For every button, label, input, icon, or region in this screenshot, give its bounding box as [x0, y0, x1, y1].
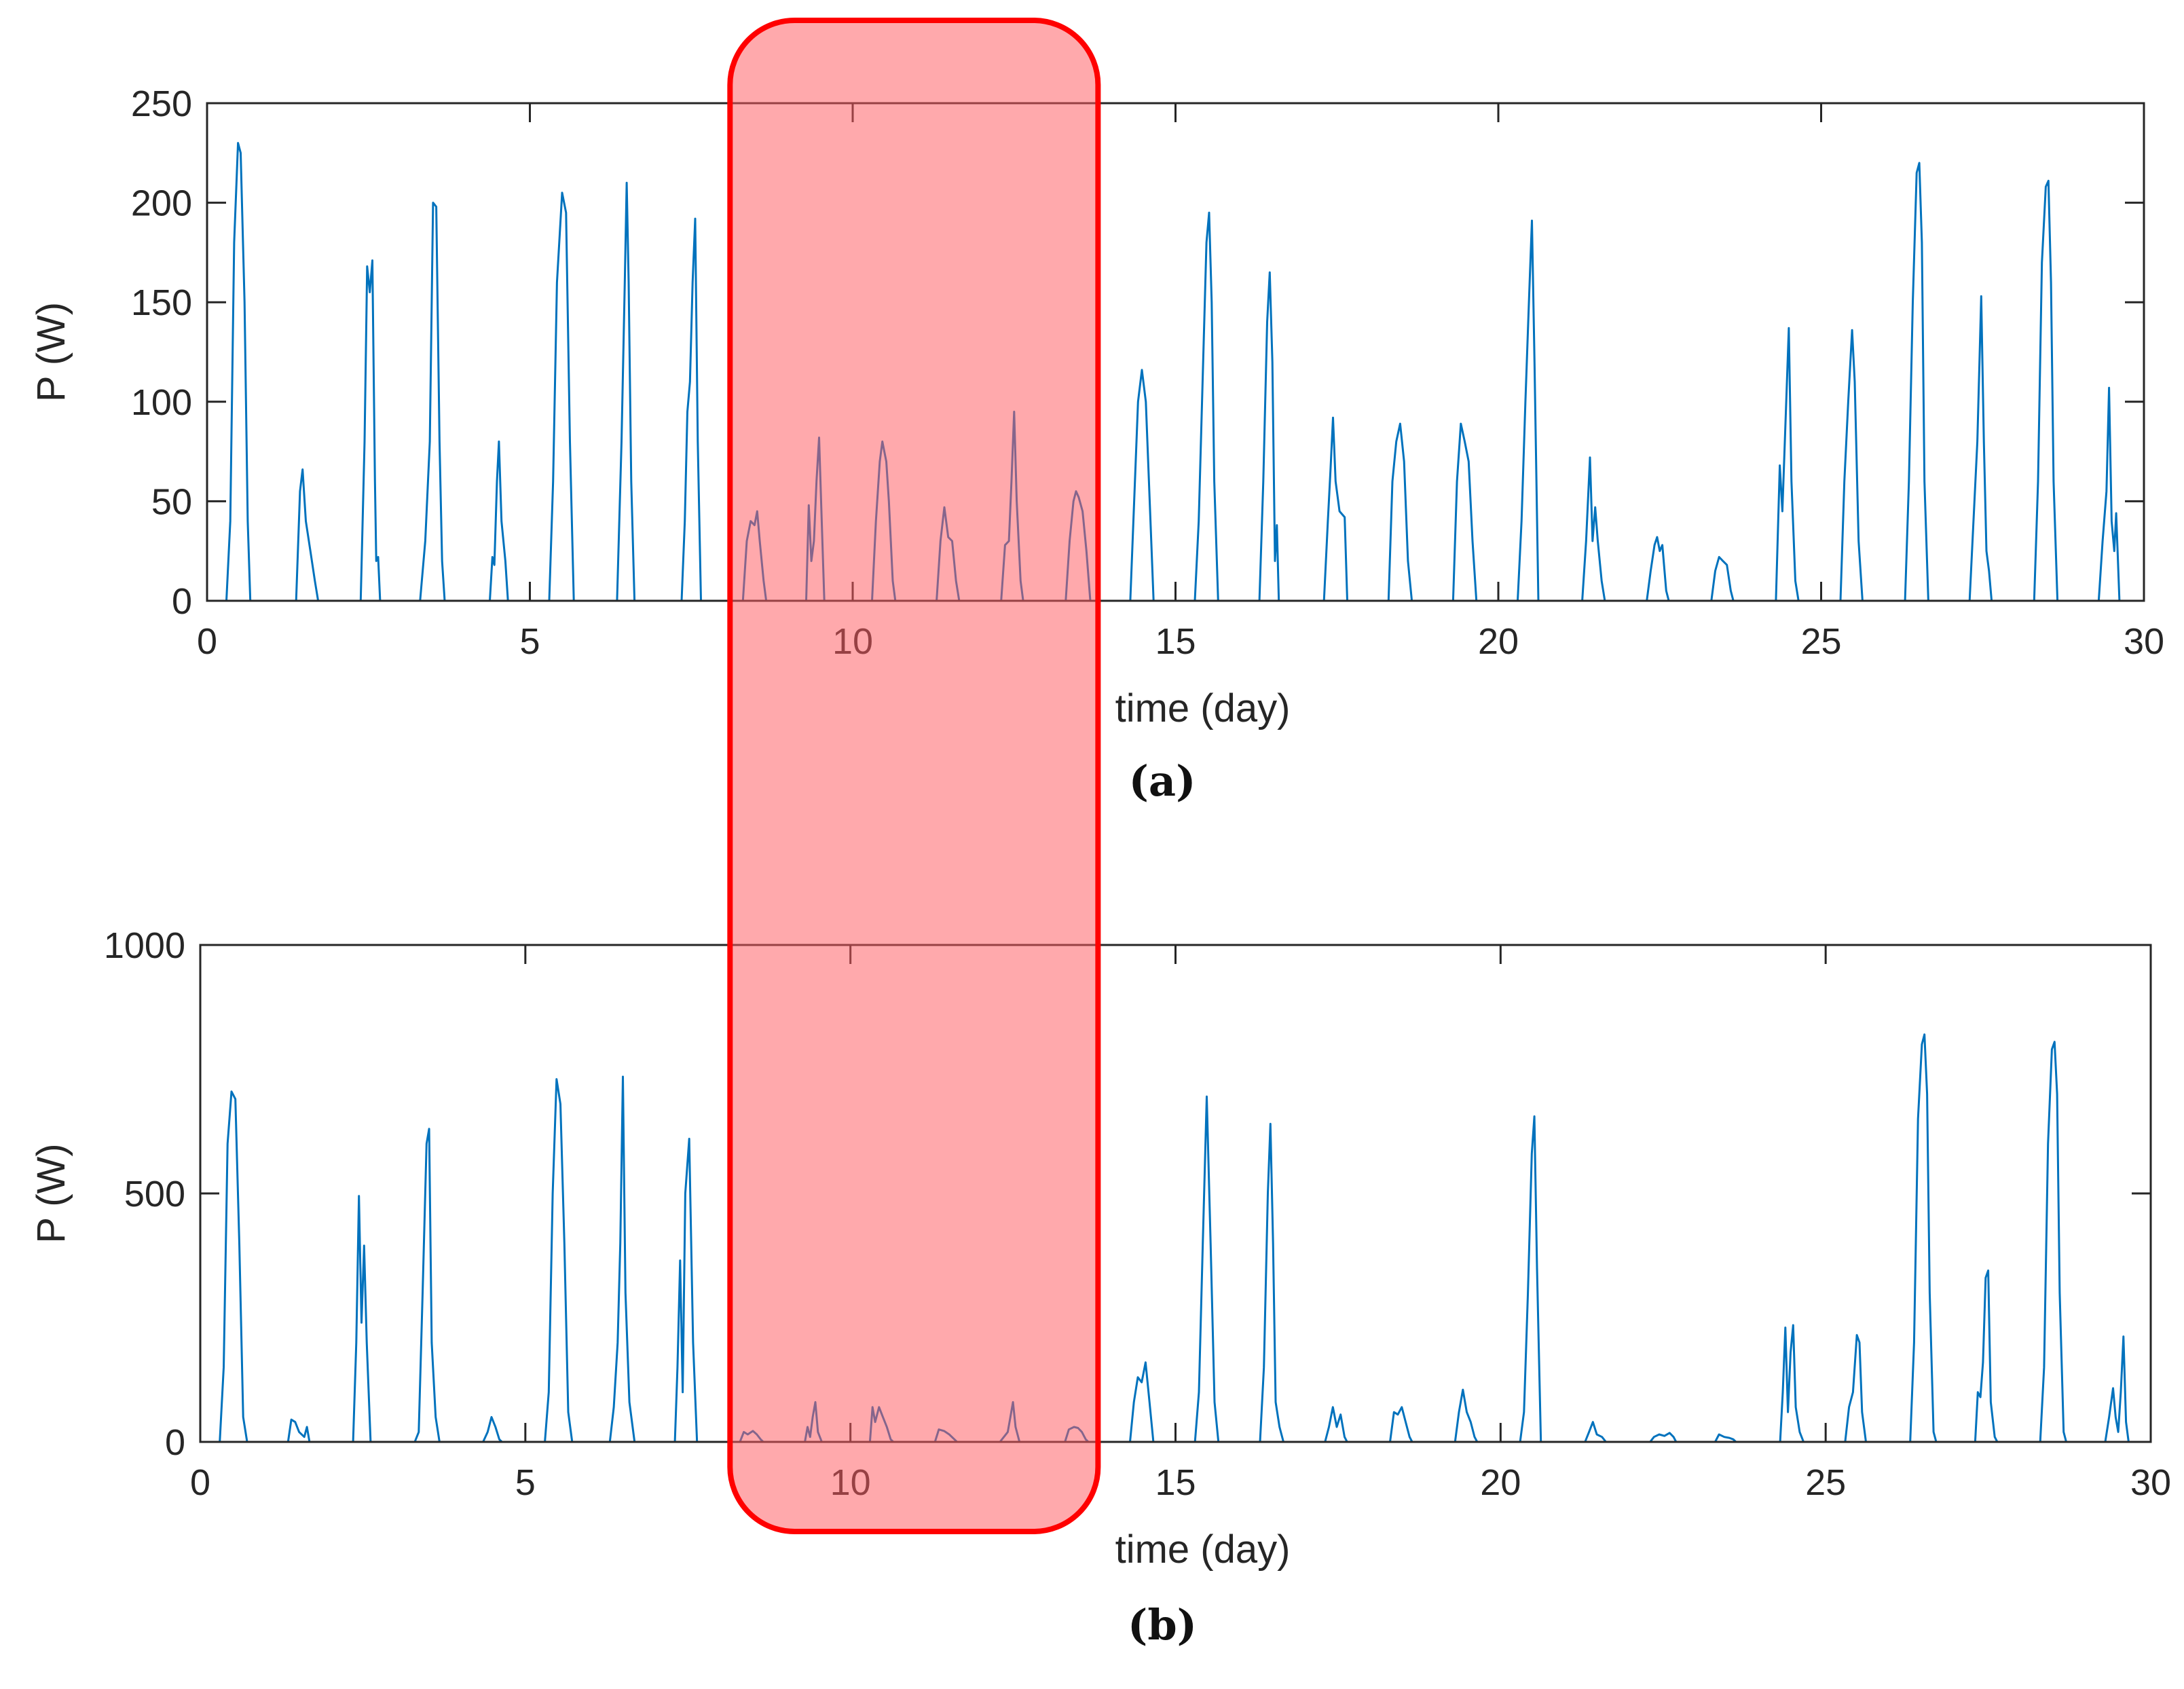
x-axis-label: time (day) [1115, 686, 1291, 730]
x-tick-label: 0 [190, 1462, 210, 1503]
panel-b: 05101520253005001000time (day)P (W) [29, 925, 2171, 1572]
y-tick-label: 200 [131, 183, 192, 224]
y-tick-label: 0 [165, 1422, 185, 1463]
y-tick-label: 500 [124, 1174, 185, 1214]
x-tick-label: 30 [2130, 1462, 2171, 1503]
x-tick-label: 5 [519, 621, 540, 662]
x-tick-label: 15 [1155, 1462, 1196, 1503]
panel-a: 051015202530050100150200250time (day)P (… [29, 83, 2164, 730]
y-tick-label: 150 [131, 282, 192, 323]
caption-a: (a) [1129, 756, 1196, 806]
highlight-region [727, 18, 1101, 1534]
x-axis-label: time (day) [1115, 1527, 1291, 1572]
caption-b: (b) [1128, 1600, 1197, 1650]
y-axis-label: P (W) [29, 302, 73, 402]
x-tick-label: 25 [1800, 621, 1841, 662]
y-tick-label: 100 [131, 382, 192, 423]
y-tick-label: 250 [131, 83, 192, 124]
x-tick-label: 20 [1478, 621, 1519, 662]
x-tick-label: 15 [1155, 621, 1196, 662]
highlight-layer [727, 18, 1101, 1534]
series-line [200, 1033, 2151, 1443]
x-tick-label: 0 [197, 621, 217, 662]
y-tick-label: 50 [151, 481, 192, 522]
y-axis-label: P (W) [29, 1143, 73, 1243]
x-tick-label: 30 [2124, 621, 2164, 662]
x-tick-label: 25 [1805, 1462, 1846, 1503]
y-tick-label: 0 [172, 581, 192, 622]
y-tick-label: 1000 [104, 925, 185, 966]
x-tick-label: 5 [515, 1462, 536, 1503]
x-tick-label: 20 [1480, 1462, 1521, 1503]
